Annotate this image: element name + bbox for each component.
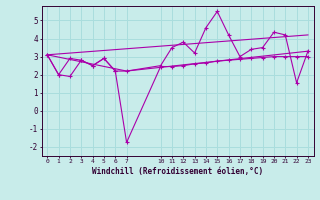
X-axis label: Windchill (Refroidissement éolien,°C): Windchill (Refroidissement éolien,°C) [92, 167, 263, 176]
